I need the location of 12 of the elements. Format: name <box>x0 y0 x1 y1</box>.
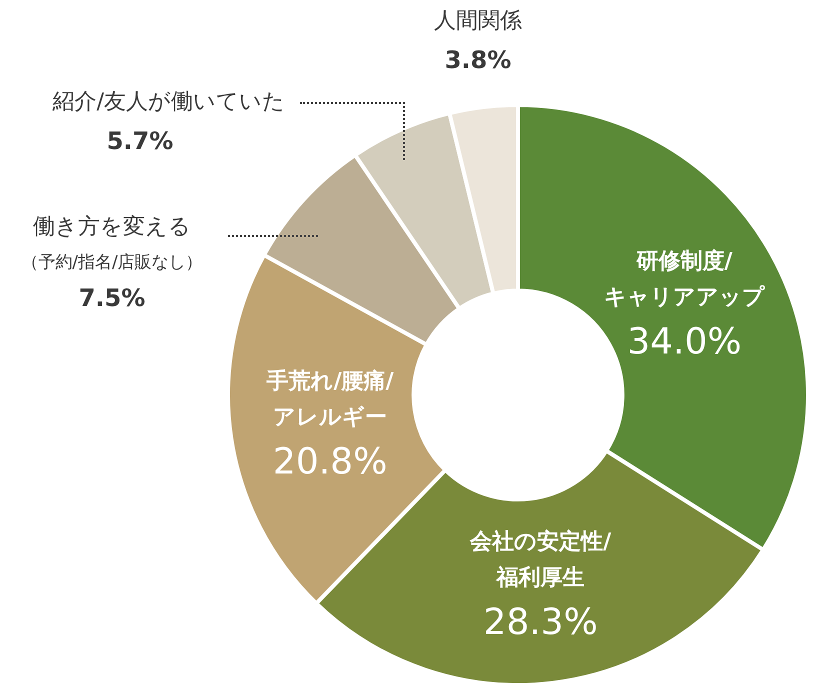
slice-label: 働き方を変える（予約/指名/店販なし） <box>21 214 203 272</box>
data-label: 3.8% <box>444 46 512 74</box>
data-label: 34.0% <box>627 322 742 363</box>
data-label: 28.3% <box>483 602 598 644</box>
slice-label: 研修制度/キャリアアップ <box>604 248 765 310</box>
slice-label: 人間関係 <box>434 8 522 34</box>
slice-label: 紹介/友人が働いていた <box>52 90 285 115</box>
data-label: 5.7% <box>106 127 174 156</box>
data-label: 7.5% <box>78 284 146 312</box>
slice-label: 会社の安定性/福利厚生 <box>469 528 612 590</box>
data-label: 20.8% <box>272 442 388 483</box>
slice-label: 手荒れ/腰痛/アレルギー <box>266 368 395 430</box>
